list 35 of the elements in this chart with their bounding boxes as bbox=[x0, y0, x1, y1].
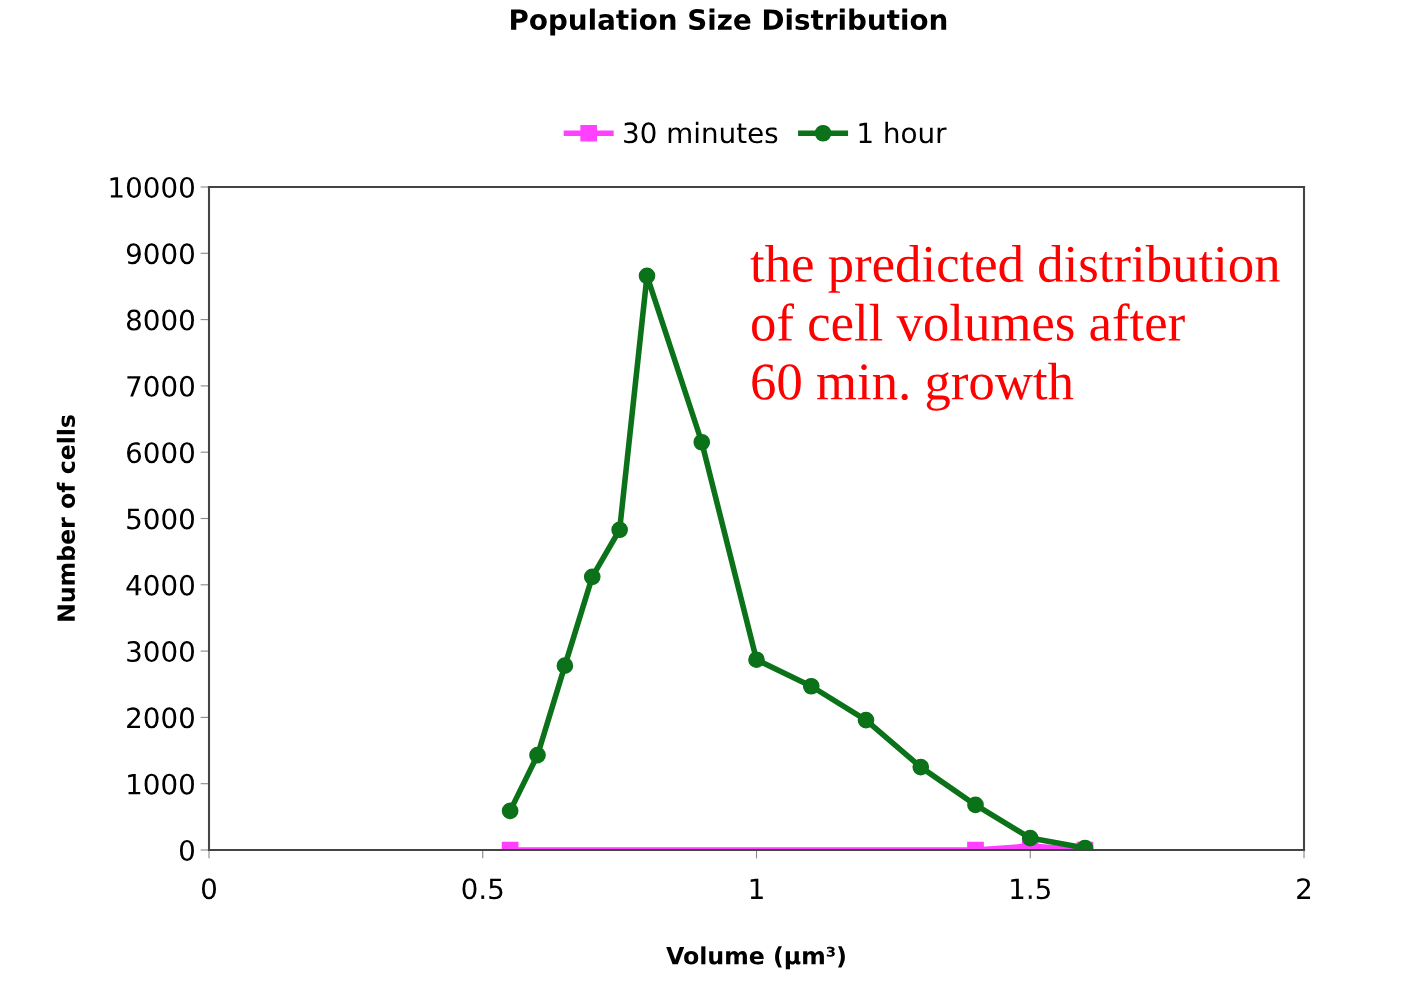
legend-label: 1 hour bbox=[859, 121, 947, 144]
point bbox=[748, 651, 765, 669]
y-tick-label: 8000 bbox=[126, 309, 194, 331]
x-tick-label: 2 bbox=[1297, 878, 1311, 899]
y-tick-label: 5000 bbox=[127, 508, 194, 530]
point bbox=[857, 711, 875, 729]
point bbox=[912, 758, 930, 776]
point bbox=[556, 657, 574, 675]
point bbox=[1021, 829, 1039, 847]
point bbox=[638, 267, 656, 285]
point bbox=[967, 796, 984, 814]
y-tick-label: 1000 bbox=[128, 773, 194, 795]
y-tick-label: 3000 bbox=[127, 641, 194, 663]
legend-label: 30 minutes bbox=[624, 121, 778, 144]
y-tick-label: 9000 bbox=[126, 243, 194, 265]
point bbox=[583, 568, 601, 586]
x-axis-title: Volume (μm³) bbox=[666, 946, 845, 970]
x-tick-label: 1 bbox=[750, 878, 763, 899]
chart-title: Population Size Distribution bbox=[511, 8, 947, 36]
point bbox=[529, 746, 546, 764]
x-tick-label: 0 bbox=[201, 878, 216, 900]
x-tick-label: 1.5 bbox=[1011, 878, 1050, 900]
point bbox=[611, 521, 628, 539]
annotation: the predicted distribution of cell volumes after 60 min. growth bbox=[750, 245, 1280, 411]
y-axis-title: Number of cells bbox=[56, 415, 76, 621]
y-tick-label: 0 bbox=[179, 839, 194, 861]
point bbox=[802, 677, 820, 695]
x-tick-label: 0.5 bbox=[462, 878, 503, 900]
point bbox=[501, 802, 519, 820]
point bbox=[693, 433, 711, 451]
y-tick-label: 6000 bbox=[127, 442, 194, 464]
y-tick-label: 7000 bbox=[127, 375, 194, 397]
y-tick-label: 2000 bbox=[127, 707, 194, 729]
y-tick-label: 10000 bbox=[110, 176, 194, 198]
y-tick-label: 4000 bbox=[126, 574, 194, 596]
